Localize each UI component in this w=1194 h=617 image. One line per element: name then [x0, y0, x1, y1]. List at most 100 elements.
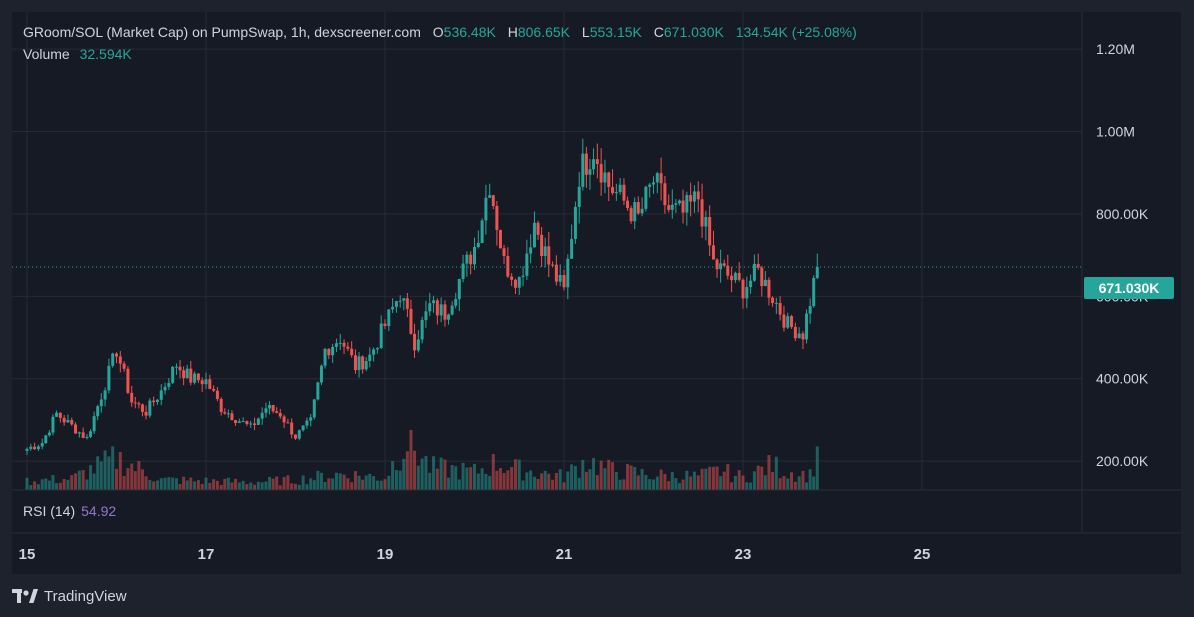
volume-bar: [562, 482, 566, 490]
candle-body: [96, 406, 100, 417]
candle-body: [223, 412, 227, 414]
volume-bar: [111, 446, 115, 490]
candle-body: [264, 408, 268, 413]
candle-body: [674, 203, 678, 205]
x-tick-label: 21: [556, 546, 573, 563]
volume-bar: [327, 478, 331, 490]
candle-body: [730, 275, 734, 281]
volume-bar: [733, 475, 737, 490]
volume-bar: [517, 459, 521, 490]
volume-bar: [648, 479, 652, 490]
volume-bar: [237, 482, 241, 490]
candle-body: [77, 432, 81, 434]
candle-body: [812, 278, 816, 307]
candle-body: [502, 248, 506, 257]
candle-body: [357, 356, 361, 371]
volume-bar: [722, 471, 726, 490]
volume-bar: [741, 475, 745, 490]
volume-bar: [379, 480, 383, 490]
candle-body: [305, 420, 309, 426]
volume-bar: [428, 472, 432, 490]
candle-body: [447, 314, 451, 320]
candle-body: [155, 399, 159, 403]
volume-bar: [122, 476, 126, 490]
candle-body: [275, 411, 279, 413]
candle-body: [409, 308, 413, 334]
candle-body: [353, 355, 357, 371]
candle-body: [62, 417, 66, 423]
candle-body: [368, 354, 372, 361]
volume-bar: [103, 450, 107, 490]
high-value: 806.65K: [517, 24, 571, 40]
candle-body: [554, 264, 558, 282]
candle-body: [778, 302, 782, 315]
volume-bar: [130, 463, 134, 490]
candle-body: [309, 417, 313, 421]
volume-bar: [685, 470, 689, 490]
volume-bar: [815, 446, 819, 490]
candle-body: [577, 186, 581, 207]
volume-bar: [163, 477, 167, 490]
volume-bar: [309, 478, 313, 490]
candle-body: [465, 254, 469, 264]
volume-bar: [312, 480, 316, 490]
candle-body: [241, 421, 245, 423]
candle-body: [815, 267, 819, 279]
candle-body: [25, 448, 29, 451]
volume-bar: [484, 473, 488, 490]
volume-legend: Volume 32.594K: [23, 46, 132, 62]
candle-body: [685, 195, 689, 213]
volume-bar: [290, 483, 294, 490]
volume-bar: [372, 476, 376, 490]
volume-bar: [159, 478, 163, 490]
open-value: 536.48K: [443, 24, 496, 40]
volume-bar: [51, 474, 55, 490]
volume-bar: [655, 476, 659, 490]
volume-bar: [570, 464, 574, 490]
y-tick-label: 200.00K: [1096, 453, 1149, 469]
volume-bar: [782, 476, 786, 490]
candle-body: [323, 348, 327, 366]
x-tick-label: 17: [198, 546, 215, 563]
candle-body: [346, 346, 350, 349]
candle-body: [47, 432, 51, 436]
candle-body: [749, 280, 753, 288]
candle-body: [708, 217, 712, 246]
candle-body: [588, 169, 592, 175]
volume-bar: [480, 468, 484, 490]
candle-body: [420, 320, 424, 340]
volume-bar: [230, 482, 234, 490]
volume-bar: [33, 481, 37, 490]
candle-body: [498, 229, 502, 249]
volume-bar: [189, 477, 193, 490]
tradingview-brand[interactable]: TradingView: [12, 586, 127, 606]
volume-bar: [185, 480, 189, 490]
candle-body: [364, 360, 368, 370]
volume-bar: [461, 462, 465, 490]
volume-bar: [167, 477, 171, 490]
candle-body: [510, 276, 514, 280]
candle-body: [126, 368, 130, 393]
candle-body: [294, 434, 297, 439]
candle-body: [689, 195, 693, 202]
volume-bar: [193, 481, 197, 490]
volume-bar: [681, 479, 685, 490]
volume-bar: [790, 472, 794, 490]
candle-body: [633, 202, 637, 222]
candle-body: [398, 300, 402, 302]
candle-body: [182, 370, 186, 379]
volume-bar: [394, 470, 398, 490]
volume-bar: [44, 478, 48, 490]
volume-bar: [447, 477, 451, 490]
volume-bar: [573, 465, 577, 490]
candle-body: [439, 304, 443, 316]
volume-bar: [271, 478, 275, 490]
candle-body: [506, 256, 510, 277]
candle-body: [301, 425, 305, 431]
x-tick-label: 19: [377, 546, 394, 563]
volume-bar: [85, 479, 89, 490]
last-price-badge: 671.030K: [1084, 277, 1174, 299]
candle-body: [200, 380, 204, 385]
